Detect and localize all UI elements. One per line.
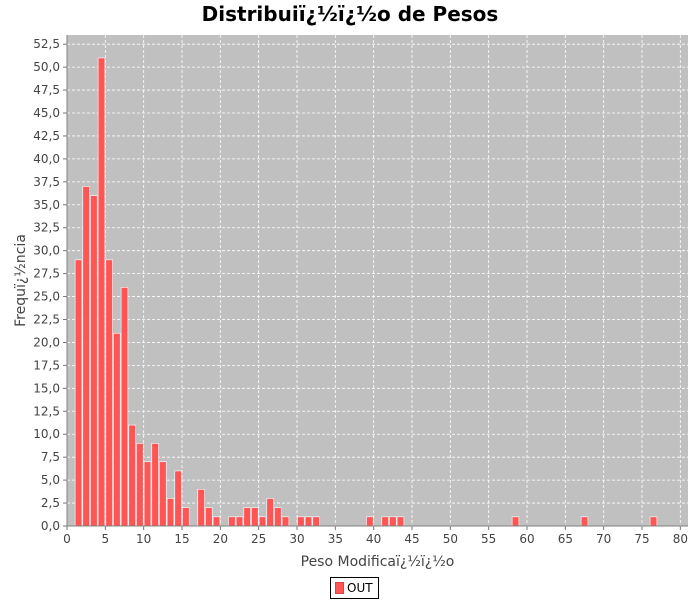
bar: [212, 516, 221, 527]
x-tick-label: 55: [481, 532, 496, 546]
y-tick-label: 22,5: [33, 313, 60, 327]
bar: [74, 259, 83, 527]
x-tick-label: 60: [519, 532, 534, 546]
y-tick-label: 0,0: [41, 519, 60, 533]
bar: [304, 516, 313, 527]
bar: [649, 516, 658, 527]
x-axis-label: Peso Modificaï¿½ï¿½o: [301, 554, 455, 570]
y-tick-label: 27,5: [33, 267, 60, 281]
grid-lines: [67, 35, 688, 526]
bar: [228, 516, 236, 527]
bar: [205, 507, 213, 527]
y-tick-label: 52,5: [33, 37, 60, 51]
y-tick-label: 35,0: [33, 198, 60, 212]
bar: [381, 516, 389, 527]
bar: [389, 516, 397, 527]
y-tick-label: 25,0: [33, 290, 60, 304]
axes: 0,0 2,5 5,0 7,5 10,0 12,5 15,0 17,5 20,0 22,5 25,0…: [33, 35, 688, 546]
x-tick-label: 70: [596, 532, 611, 546]
bar: [511, 516, 520, 527]
y-tick-label: 17,5: [33, 358, 60, 372]
bar: [266, 498, 274, 527]
x-tick-label: 25: [251, 532, 266, 546]
y-tick-label: 10,0: [33, 427, 60, 441]
plot-area: [67, 35, 688, 526]
bar: [251, 507, 259, 527]
bar: [151, 443, 159, 527]
x-tick-label: 15: [174, 532, 189, 546]
bar: [312, 516, 320, 527]
y-tick-label: 32,5: [33, 221, 60, 235]
bar: [159, 461, 167, 527]
bar: [396, 516, 405, 527]
bar: [258, 516, 267, 527]
x-tick-label: 80: [673, 532, 688, 546]
x-tick-label: 30: [289, 532, 304, 546]
y-tick-label: 40,0: [33, 152, 60, 166]
x-tick-label: 10: [136, 532, 151, 546]
x-tick-label: 50: [443, 532, 458, 546]
bar: [235, 516, 244, 527]
legend-label: OUT: [347, 581, 373, 595]
bar: [105, 259, 113, 527]
bar: [136, 443, 144, 527]
bar: [580, 516, 589, 527]
x-tick-label: 35: [328, 532, 343, 546]
x-tick-label: 75: [634, 532, 649, 546]
bar: [366, 516, 374, 527]
bar: [182, 507, 190, 527]
bar: [281, 516, 290, 527]
bar: [174, 470, 182, 527]
bar: [143, 461, 152, 527]
y-tick-label: 50,0: [33, 60, 60, 74]
x-tick-label: 40: [366, 532, 381, 546]
y-tick-label: 12,5: [33, 404, 60, 418]
x-tick-label: 45: [404, 532, 419, 546]
y-tick-label: 37,5: [33, 175, 60, 189]
x-tick-label: 5: [102, 532, 110, 546]
bar: [113, 332, 121, 527]
legend: OUT: [330, 577, 379, 599]
y-tick-label: 20,0: [33, 335, 60, 349]
y-tick-label: 47,5: [33, 83, 60, 97]
bar: [82, 186, 90, 527]
x-tick-label: 20: [213, 532, 228, 546]
y-tick-label: 7,5: [41, 450, 60, 464]
chart-title: Distribuiï¿½ï¿½o de Pesos: [201, 2, 499, 26]
bar: [274, 507, 282, 527]
bar: [166, 498, 175, 527]
bar: [243, 507, 251, 527]
y-tick-label: 5,0: [41, 473, 60, 487]
y-tick-label: 15,0: [33, 381, 60, 395]
y-tick-label: 45,0: [33, 106, 60, 120]
y-tick-label: 42,5: [33, 129, 60, 143]
bar: [197, 488, 205, 527]
bar: [120, 287, 129, 527]
bar: [97, 57, 106, 527]
x-tick-label: 0: [63, 532, 71, 546]
y-axis-label: Frequï¿½ncia: [13, 234, 29, 327]
bars-group: [74, 57, 658, 527]
bar: [297, 516, 305, 527]
y-tick-label: 30,0: [33, 244, 60, 258]
y-tick-label: 2,5: [41, 496, 60, 510]
legend-swatch: [335, 582, 344, 594]
bar: [90, 195, 98, 527]
bar: [128, 424, 136, 527]
x-tick-label: 65: [558, 532, 573, 546]
